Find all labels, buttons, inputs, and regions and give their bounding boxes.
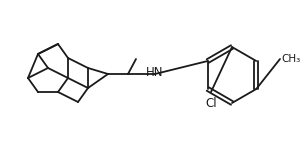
Text: HN: HN [146, 66, 164, 80]
Text: CH₃: CH₃ [281, 54, 300, 64]
Text: Cl: Cl [205, 97, 217, 110]
